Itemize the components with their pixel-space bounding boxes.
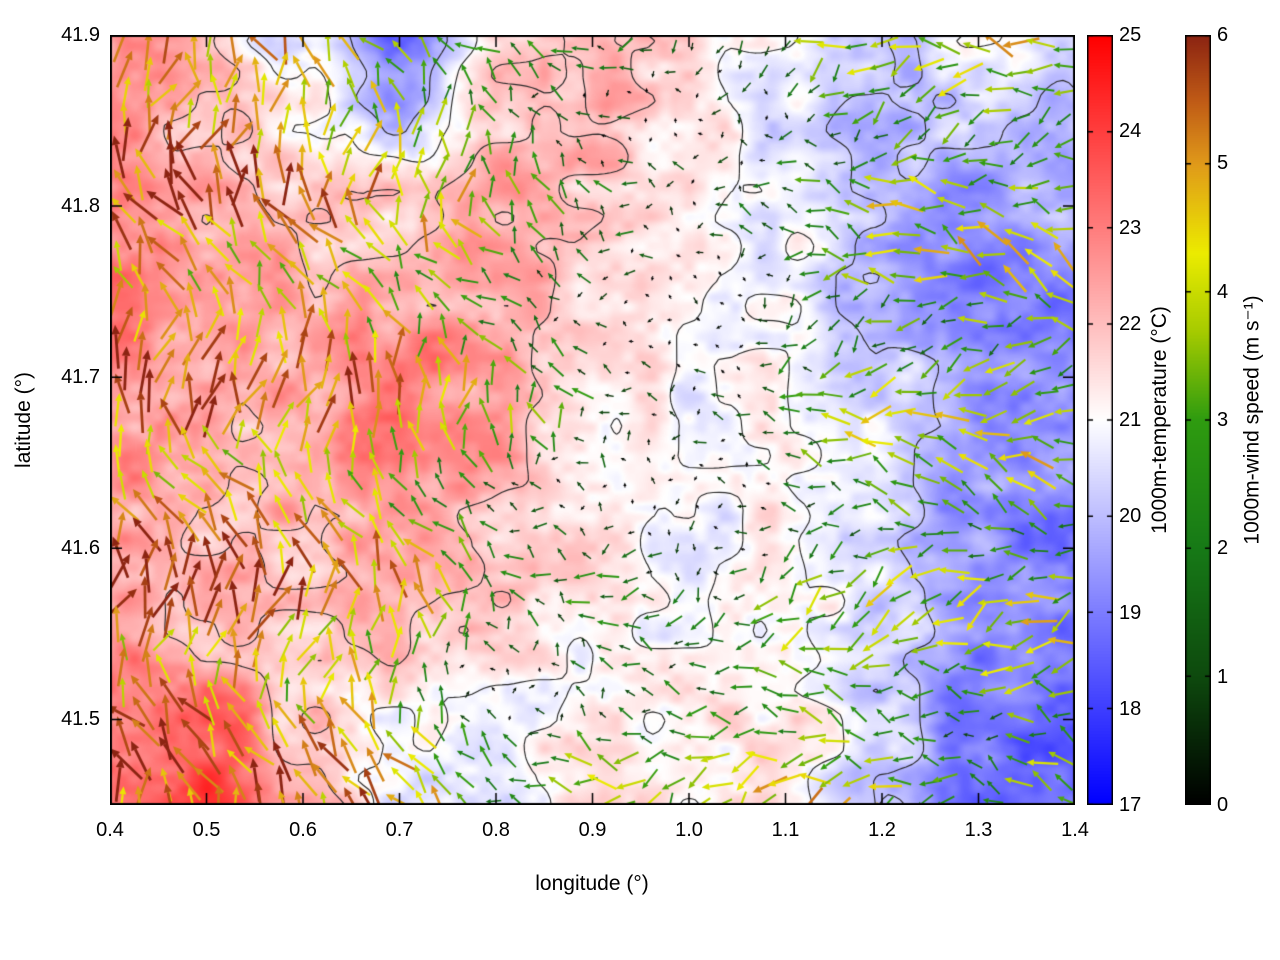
windspeed-colorbar — [1185, 35, 1211, 805]
windspeed-tick-label: 2 — [1217, 537, 1229, 560]
x-axis-label: longitude (°) — [535, 872, 649, 895]
temperature-tick-label: 18 — [1119, 697, 1142, 720]
windspeed-tick-label: 0 — [1217, 794, 1229, 816]
temperature-colorbar-label: 1000m-temperature (°C) — [1148, 306, 1171, 534]
y-tick-label: 41.7 — [61, 366, 100, 389]
x-tick-label: 1.4 — [1061, 819, 1089, 841]
x-tick-label: 1.1 — [771, 819, 800, 841]
windspeed-tick-label: 4 — [1217, 280, 1229, 303]
y-tick-label: 41.6 — [61, 537, 100, 560]
temperature-colorbar — [1087, 35, 1113, 805]
windspeed-tick-label: 5 — [1217, 152, 1229, 175]
x-tick-label: 0.8 — [482, 819, 510, 841]
temperature-tick-label: 25 — [1119, 24, 1142, 46]
temperature-tick-label: 22 — [1119, 312, 1142, 335]
y-tick-label: 41.9 — [61, 24, 100, 46]
windspeed-tick-label: 3 — [1217, 409, 1229, 431]
y-tick-label: 41.5 — [61, 708, 100, 731]
temperature-tick-label: 17 — [1119, 794, 1142, 816]
windspeed-tick-label: 1 — [1217, 665, 1229, 688]
y-axis-label: latitude (°) — [12, 372, 35, 468]
x-tick-label: 0.4 — [96, 819, 124, 841]
y-tick-label: 41.8 — [61, 195, 100, 218]
temperature-tick-label: 21 — [1119, 409, 1142, 431]
temperature-tick-label: 20 — [1119, 505, 1142, 528]
temperature-tick-label: 24 — [1119, 120, 1142, 143]
x-tick-label: 0.6 — [289, 819, 317, 841]
x-tick-label: 1.0 — [675, 819, 703, 841]
temperature-tick-label: 23 — [1119, 216, 1142, 239]
map-plot-canvas — [110, 35, 1075, 805]
x-tick-label: 0.7 — [385, 819, 414, 841]
x-tick-label: 1.2 — [868, 819, 896, 841]
temperature-tick-label: 19 — [1119, 601, 1142, 624]
windspeed-colorbar-label: 1000m-wind speed (m s⁻¹) — [1240, 295, 1264, 545]
x-tick-label: 1.3 — [964, 819, 993, 841]
x-tick-label: 0.9 — [578, 819, 607, 841]
x-tick-label: 0.5 — [192, 819, 221, 841]
windspeed-tick-label: 6 — [1217, 24, 1229, 46]
